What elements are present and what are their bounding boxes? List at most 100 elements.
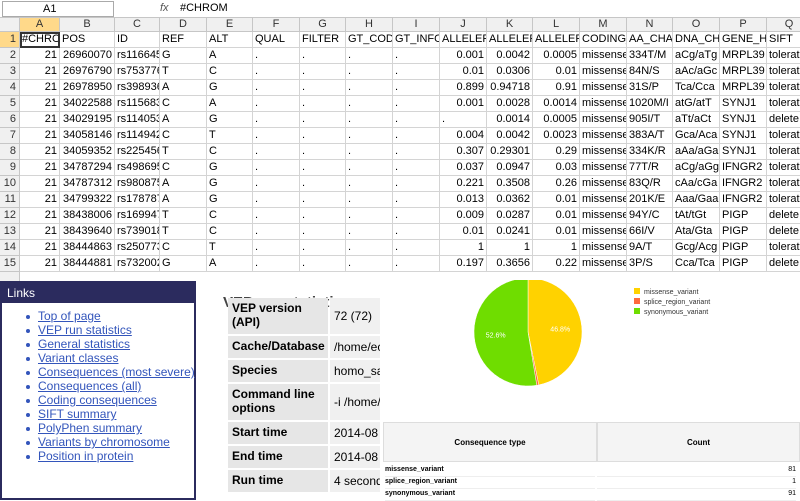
cell[interactable]: T [160,208,207,224]
cell[interactable]: . [346,160,393,176]
cell[interactable]: . [346,176,393,192]
cell[interactable]: rs1699470 [115,208,160,224]
cell[interactable]: rs1787871 [115,192,160,208]
cell[interactable]: 0.01 [440,224,487,240]
cell[interactable]: 31S/P [627,80,673,96]
cell[interactable]: tolerate [767,64,800,80]
cell[interactable]: 905I/T [627,112,673,128]
cell[interactable]: atG/atT [673,96,720,112]
cell[interactable]: . [253,128,300,144]
cell[interactable]: rs7537768 [115,64,160,80]
cell[interactable]: 0.3656 [487,256,533,272]
cell[interactable]: . [440,112,487,128]
cell[interactable]: PIGP [720,224,767,240]
cell[interactable]: delete [767,112,800,128]
column-header[interactable]: O [673,18,720,32]
cell[interactable]: . [393,112,440,128]
cell[interactable]: 0.197 [440,256,487,272]
cell[interactable]: ALT [207,32,253,48]
nav-link[interactable]: SIFT summary [38,407,117,421]
cell[interactable]: 0.001 [440,48,487,64]
cell[interactable]: T [160,144,207,160]
row-number[interactable]: 10 [0,176,20,192]
cell[interactable]: . [253,64,300,80]
cell[interactable]: . [393,240,440,256]
cell[interactable]: . [393,208,440,224]
cell[interactable]: 0.0362 [487,192,533,208]
cell[interactable]: 26978950 [60,80,115,96]
cell[interactable]: . [300,80,346,96]
nav-link[interactable]: Variant classes [38,351,119,365]
cell[interactable]: rs1166458 [115,48,160,64]
nav-link[interactable]: Position in protein [38,449,134,463]
cell[interactable]: . [300,64,346,80]
cell[interactable]: rs7390183 [115,224,160,240]
cell[interactable]: SIFT [767,32,800,48]
cell[interactable]: IFNGR2 [720,160,767,176]
cell[interactable]: rs7320024 [115,256,160,272]
cell[interactable]: tolerate [767,144,800,160]
cell[interactable]: PIGP [720,256,767,272]
cell[interactable]: . [346,48,393,64]
cell[interactable]: aTt/aCt [673,112,720,128]
cell[interactable]: T [160,224,207,240]
cell[interactable]: missense_ [580,192,627,208]
nav-link[interactable]: General statistics [38,337,131,351]
cell[interactable]: rs1149422 [115,128,160,144]
cell[interactable]: rs4986958 [115,160,160,176]
column-header[interactable]: H [346,18,393,32]
cell[interactable]: 0.0005 [533,48,580,64]
cell[interactable]: Tca/Cca [673,80,720,96]
cell[interactable]: missense_ [580,80,627,96]
cell[interactable]: . [393,160,440,176]
cell[interactable]: A [160,192,207,208]
cell[interactable]: . [253,144,300,160]
cell[interactable]: . [300,128,346,144]
cell[interactable]: 201K/E [627,192,673,208]
cell[interactable]: A [207,48,253,64]
cell[interactable]: MRPL39 [720,80,767,96]
cell[interactable]: aCg/aTg [673,48,720,64]
cell[interactable]: 34059352 [60,144,115,160]
cell[interactable]: missense_ [580,160,627,176]
cell[interactable]: 34022588 [60,96,115,112]
cell[interactable]: AA_CHAN [627,32,673,48]
cell[interactable]: Gcg/Acg [673,240,720,256]
cell[interactable]: G [207,192,253,208]
cell[interactable]: 0.01 [440,64,487,80]
cell[interactable]: . [346,96,393,112]
cell[interactable]: T [207,128,253,144]
cell[interactable]: 66I/V [627,224,673,240]
cell[interactable]: 0.0241 [487,224,533,240]
cell[interactable]: G [207,112,253,128]
cell[interactable]: 21 [20,144,60,160]
cell[interactable]: SYNJ1 [720,96,767,112]
cell[interactable]: 34787294 [60,160,115,176]
cell[interactable]: . [393,224,440,240]
row-number[interactable]: 15 [0,256,20,272]
cell[interactable]: 26976790 [60,64,115,80]
column-header[interactable]: K [487,18,533,32]
cell[interactable]: 21 [20,224,60,240]
cell[interactable]: ALLELEFRE [533,32,580,48]
cell[interactable]: 0.0023 [533,128,580,144]
cell[interactable]: ALLELEFRE [487,32,533,48]
cell[interactable]: missense_ [580,96,627,112]
cell[interactable]: missense_ [580,240,627,256]
cell[interactable]: 0.22 [533,256,580,272]
cell[interactable]: Aaa/Gaa [673,192,720,208]
cell[interactable]: C [207,64,253,80]
cell[interactable]: 21 [20,208,60,224]
row-number[interactable]: 3 [0,64,20,80]
cell[interactable]: missense_ [580,176,627,192]
cell[interactable]: 34029195 [60,112,115,128]
cell[interactable]: . [346,112,393,128]
cell[interactable]: 383A/T [627,128,673,144]
cell[interactable]: tAt/tGt [673,208,720,224]
row-number[interactable]: 8 [0,144,20,160]
cell[interactable]: QUAL [253,32,300,48]
cell[interactable]: . [253,240,300,256]
cell[interactable]: . [346,192,393,208]
cell[interactable]: G [160,256,207,272]
cell[interactable]: MRPL39 [720,48,767,64]
